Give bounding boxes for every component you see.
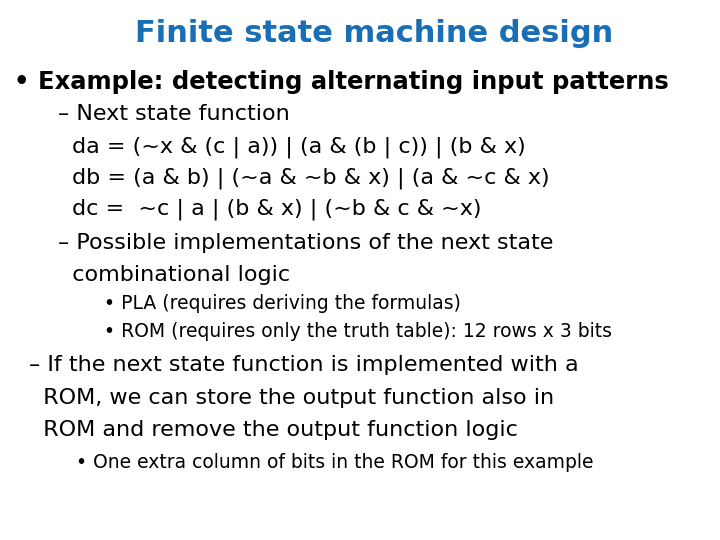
- Text: • ROM (requires only the truth table): 12 rows x 3 bits: • ROM (requires only the truth table): 1…: [104, 322, 613, 341]
- Text: db = (a & b) | (~a & ~b & x) | (a & ~c & x): db = (a & b) | (~a & ~b & x) | (a & ~c &…: [72, 167, 549, 189]
- Text: combinational logic: combinational logic: [58, 265, 289, 285]
- Text: – Possible implementations of the next state: – Possible implementations of the next s…: [58, 233, 553, 253]
- Text: – Next state function: – Next state function: [58, 104, 289, 124]
- Text: – If the next state function is implemented with a: – If the next state function is implemen…: [29, 355, 578, 375]
- Text: dc =  ~c | a | (b & x) | (~b & c & ~x): dc = ~c | a | (b & x) | (~b & c & ~x): [72, 199, 482, 220]
- Text: da = (~x & (c | a)) | (a & (b | c)) | (b & x): da = (~x & (c | a)) | (a & (b | c)) | (b…: [72, 136, 526, 158]
- Text: • PLA (requires deriving the formulas): • PLA (requires deriving the formulas): [104, 294, 462, 313]
- Text: • One extra column of bits in the ROM for this example: • One extra column of bits in the ROM fo…: [76, 453, 593, 471]
- Text: ROM and remove the output function logic: ROM and remove the output function logic: [29, 420, 518, 440]
- Text: • Example: detecting alternating input patterns: • Example: detecting alternating input p…: [14, 70, 669, 94]
- Text: Finite state machine design: Finite state machine design: [135, 19, 613, 48]
- Text: ROM, we can store the output function also in: ROM, we can store the output function al…: [29, 388, 554, 408]
